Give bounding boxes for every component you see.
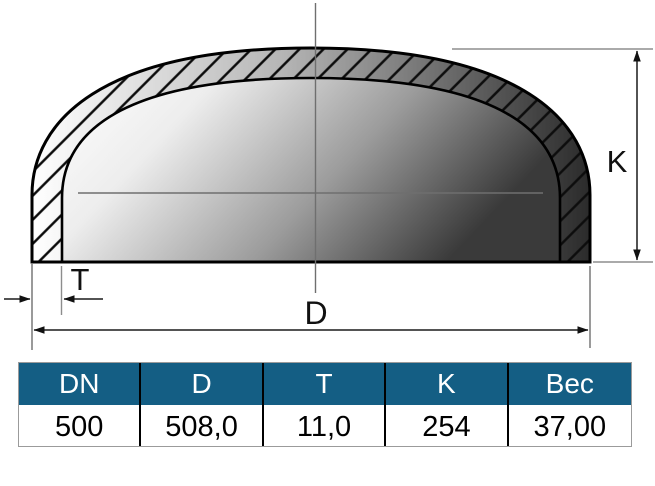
cap-cross-section — [30, 46, 592, 264]
cell-k: 254 — [386, 408, 507, 446]
col-header-ves: Вес — [508, 363, 631, 408]
dim-label-d: D — [304, 295, 327, 331]
dimension-d: D — [33, 266, 591, 348]
col-header-k: K — [386, 363, 507, 408]
dimensions-table: DN 500 D 508,0 T 11,0 K 254 Вес 37,00 — [18, 362, 632, 447]
table-column-dn: DN 500 — [19, 363, 142, 446]
dim-label-t: T — [71, 262, 90, 297]
cell-dn: 500 — [19, 408, 140, 446]
cap-inner-outline — [60, 76, 562, 264]
pipe-cap-drawing: K T D — [4, 3, 653, 350]
cell-ves: 37,00 — [508, 408, 631, 446]
dimension-t: T — [4, 262, 103, 350]
col-header-t: T — [263, 363, 385, 408]
table-column-ves: Вес 37,00 — [508, 363, 631, 446]
table-column-d: D 508,0 — [141, 363, 264, 446]
table-column-t: T 11,0 — [263, 363, 387, 446]
cell-t: 11,0 — [263, 408, 385, 446]
cell-d: 508,0 — [141, 408, 262, 446]
cap-inner-face — [62, 78, 560, 262]
cap-outer-outline — [30, 46, 592, 264]
centerlines — [78, 3, 543, 293]
col-header-dn: DN — [19, 363, 140, 408]
table-column-k: K 254 — [386, 363, 509, 446]
dim-label-k: K — [607, 144, 628, 179]
dimension-k: K — [452, 48, 653, 263]
col-header-d: D — [141, 363, 262, 408]
